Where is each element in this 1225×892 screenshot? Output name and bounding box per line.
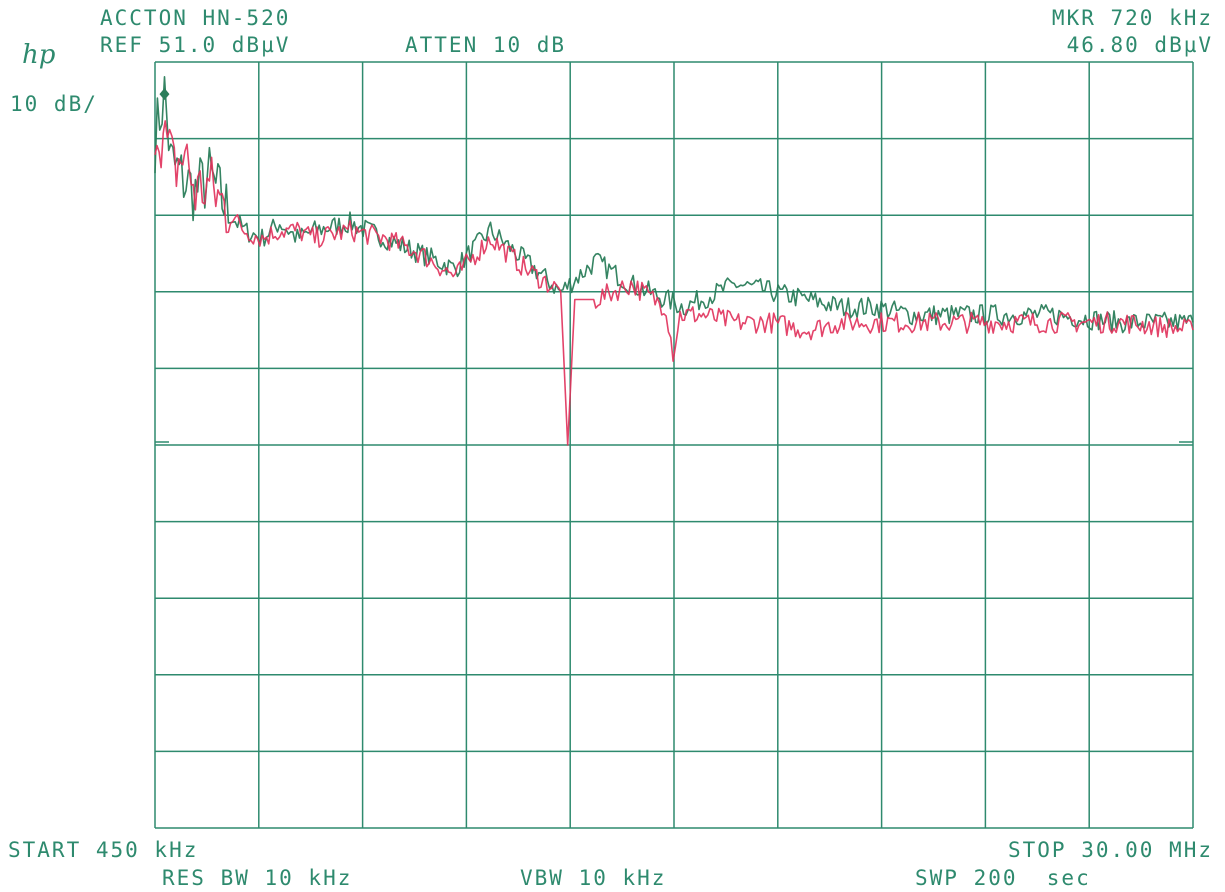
scale-per-division: 10 dB/	[10, 92, 98, 116]
attenuation: ATTEN 10 dB	[405, 33, 567, 57]
stop-frequency: STOP 30.00 MHz	[1007, 838, 1213, 862]
start-frequency: START 450 kHz	[8, 838, 199, 862]
sweep-time: SWP 200 sec	[915, 866, 1091, 890]
device-name: ACCTON HN-520	[100, 6, 291, 30]
marker-level: 46.80 dBµV	[1066, 33, 1213, 57]
trace-red	[154, 120, 1194, 446]
resolution-bandwidth: RES BW 10 kHz	[162, 866, 353, 890]
hp-logo: hp	[22, 40, 56, 70]
ref-level: REF 51.0 dBµV	[100, 33, 291, 57]
marker-frequency: MKR 720 kHz	[1051, 6, 1213, 30]
marker-diamond	[159, 88, 170, 101]
video-bandwidth: VBW 10 kHz	[520, 866, 667, 890]
